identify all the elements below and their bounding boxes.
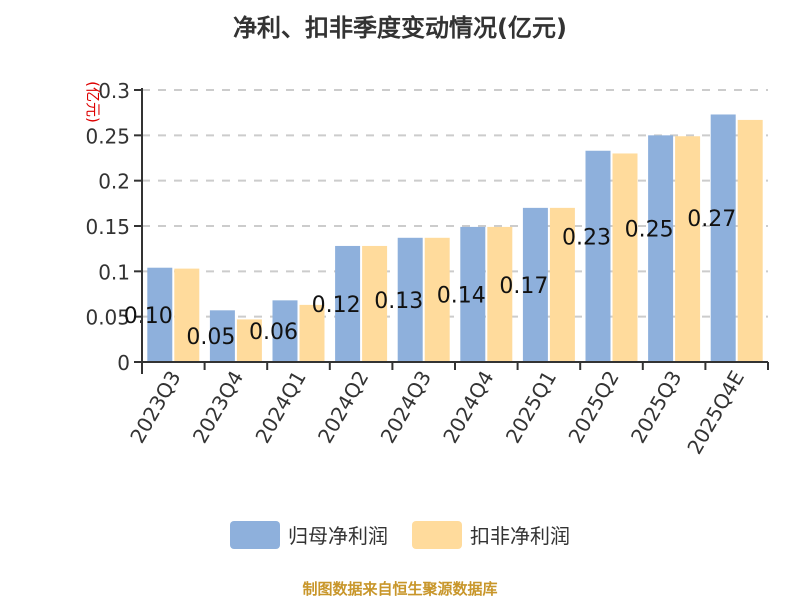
legend-swatch-orange — [412, 520, 462, 549]
bar-deducted-profit[interactable] — [174, 268, 200, 362]
x-tick-label: 2025Q3 — [626, 367, 686, 448]
x-tick-label: 2025Q4E — [682, 367, 749, 459]
x-tick-label: 2025Q1 — [501, 367, 561, 448]
bar-net-profit[interactable] — [397, 237, 423, 362]
bar-net-profit[interactable] — [710, 114, 736, 362]
x-tick-label: 2024Q4 — [438, 367, 498, 448]
bar-net-profit[interactable] — [585, 150, 611, 362]
bar-deducted-profit[interactable] — [299, 304, 325, 362]
data-label: 0.17 — [499, 274, 548, 299]
x-tick-label: 2024Q2 — [313, 367, 373, 448]
data-label: 0.05 — [186, 325, 235, 350]
data-label: 0.10 — [124, 304, 173, 329]
bar-deducted-profit[interactable] — [737, 119, 763, 362]
data-label: 0.14 — [437, 283, 486, 308]
bar-net-profit[interactable] — [147, 267, 173, 362]
y-axis-unit-label: (亿元) — [84, 81, 102, 123]
bar-net-profit[interactable] — [460, 226, 486, 362]
data-label: 0.27 — [687, 207, 736, 232]
data-label: 0.06 — [249, 320, 298, 345]
y-tick-label: 0.3 — [98, 79, 130, 103]
bar-deducted-profit[interactable] — [236, 319, 262, 362]
y-tick-label: 0.15 — [85, 215, 130, 239]
data-label: 0.23 — [562, 225, 611, 250]
x-tick-label: 2025Q2 — [563, 367, 623, 448]
legend-label: 归母净利润 — [288, 524, 388, 548]
x-tick-label: 2024Q3 — [376, 367, 436, 448]
legend-swatch-blue — [230, 520, 280, 549]
x-tick-label: 2023Q3 — [125, 367, 185, 448]
bar-deducted-profit[interactable] — [549, 207, 575, 362]
y-tick-label: 0.1 — [98, 260, 130, 284]
bar-deducted-profit[interactable] — [362, 245, 388, 362]
legend: 归母净利润 扣非净利润 — [0, 520, 800, 549]
legend-item-net-profit[interactable]: 归母净利润 — [230, 520, 388, 549]
chart-title: 净利、扣非季度变动情况(亿元) — [233, 14, 567, 42]
x-tick-label: 2024Q1 — [250, 367, 310, 448]
legend-label: 扣非净利润 — [470, 524, 570, 548]
data-label: 0.12 — [312, 293, 361, 318]
y-tick-label: 0.25 — [85, 124, 130, 148]
bar-deducted-profit[interactable] — [612, 153, 638, 362]
bar-net-profit[interactable] — [272, 300, 298, 362]
data-label: 0.13 — [374, 289, 423, 314]
data-source-note: 制图数据来自恒生聚源数据库 — [302, 580, 498, 598]
bar-deducted-profit[interactable] — [424, 237, 450, 362]
bar-net-profit[interactable] — [648, 135, 674, 362]
y-tick-label: 0.2 — [98, 170, 130, 194]
bar-net-profit[interactable] — [209, 310, 235, 362]
data-label: 0.25 — [625, 218, 674, 243]
bar-deducted-profit[interactable] — [675, 136, 701, 362]
bar-net-profit[interactable] — [522, 207, 548, 362]
y-tick-label: 0.05 — [85, 306, 130, 330]
legend-item-deducted-profit[interactable]: 扣非净利润 — [412, 520, 570, 549]
bar-deducted-profit[interactable] — [487, 226, 513, 362]
x-tick-label: 2023Q4 — [188, 367, 248, 448]
y-tick-label: 0 — [117, 351, 130, 375]
bar-net-profit[interactable] — [335, 245, 361, 362]
